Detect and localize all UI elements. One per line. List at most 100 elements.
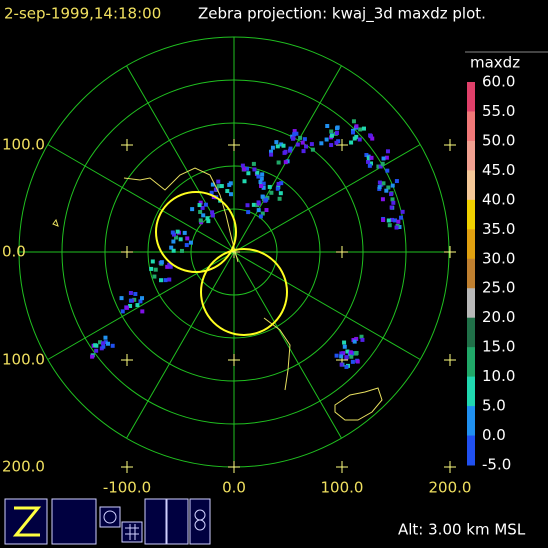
kwaj-icon[interactable]	[51, 498, 97, 545]
echo-pixel	[368, 161, 373, 166]
echo-pixel	[400, 209, 405, 214]
echo-pixel	[370, 136, 375, 141]
echo-pixel	[357, 137, 362, 142]
echo-pixel	[394, 225, 399, 230]
echo-pixel	[256, 208, 261, 213]
echo-pixel	[246, 210, 251, 215]
plus-marker	[121, 246, 133, 258]
echo-pixel	[182, 230, 187, 235]
echo-pixel	[246, 171, 251, 176]
echo-pixel	[352, 339, 357, 344]
echo-pixel	[167, 277, 172, 282]
grid-icon[interactable]	[121, 521, 143, 543]
echo-pixel	[389, 192, 394, 197]
map-icon[interactable]	[144, 498, 167, 545]
us-map-icon[interactable]	[166, 498, 189, 545]
echo-pixel	[120, 309, 125, 314]
plus-marker	[121, 139, 133, 151]
zebra-logo	[12, 506, 42, 537]
echo-pixel	[366, 156, 371, 161]
echo-pixel	[396, 219, 401, 224]
echo-pixel	[385, 168, 390, 173]
plus-marker	[444, 461, 456, 473]
echo-pixel	[359, 334, 364, 339]
plus-marker	[228, 461, 240, 473]
colorbar-label: 10.0	[482, 367, 515, 385]
echo-pixel	[206, 219, 211, 224]
color-swatch	[467, 376, 475, 407]
echo-pixel	[381, 181, 386, 186]
echo-pixel	[94, 348, 99, 353]
echo-pixel	[185, 236, 190, 241]
echo-pixel	[150, 259, 155, 264]
color-swatch	[467, 199, 475, 230]
echo-pixel	[258, 179, 263, 184]
echo-pixel	[270, 145, 275, 150]
echo-pixel	[172, 232, 177, 237]
color-swatch	[467, 288, 475, 319]
coastline	[123, 167, 239, 263]
echo-pixel	[216, 184, 221, 189]
echo-pixel	[93, 343, 98, 348]
echo-pixel	[240, 163, 245, 168]
colorbar: 60.0 55.0 50.0 45.0 40.0 35.0 30.0 25.0 20.0 15.0…	[467, 73, 515, 474]
echo-pixel	[349, 140, 354, 145]
echo-pixel	[279, 142, 284, 147]
echo-pixel	[350, 359, 355, 364]
echo-pixel	[159, 278, 164, 283]
echo-pixel	[334, 353, 339, 358]
echo-pixel	[179, 248, 184, 253]
echo-pixel	[190, 207, 195, 212]
echo-pixel	[261, 181, 266, 186]
colorbar-label: 60.0	[482, 73, 515, 91]
echo-pixel	[256, 200, 261, 205]
echo-pixel	[205, 216, 210, 221]
echo-pixel	[354, 134, 359, 139]
echo-pixel	[276, 181, 281, 186]
echo-pixel	[133, 291, 138, 296]
altitude: Alt: 3.00 km MSL	[398, 521, 526, 539]
echo-pixel	[279, 181, 284, 186]
echo-pixel	[198, 200, 203, 205]
color-swatch	[467, 347, 475, 378]
echo-pixel	[203, 202, 208, 207]
colorbar-label: -5.0	[482, 456, 511, 474]
plus-marker	[444, 354, 456, 366]
color-swatch	[467, 140, 475, 171]
echo-pixel	[168, 264, 173, 269]
echo-pixel	[386, 185, 391, 190]
echo-pixel	[276, 160, 281, 165]
echo-pixel	[106, 341, 111, 346]
echo-pixel	[275, 144, 280, 149]
echo-pixel	[380, 161, 385, 166]
echo-pixel	[391, 200, 396, 205]
color-swatch	[467, 406, 475, 437]
overlay-icon[interactable]	[189, 498, 211, 545]
x-axis-label: 200.0	[429, 479, 472, 497]
color-swatch	[467, 435, 475, 466]
color-swatch	[467, 82, 475, 112]
echo-pixel	[334, 131, 339, 136]
colorbar-label: 45.0	[482, 161, 515, 179]
x-axis-label: 100.0	[321, 479, 364, 497]
echo-pixel	[394, 179, 399, 184]
y-axis-label: 100.0	[2, 136, 45, 154]
echo-pixel	[178, 237, 183, 242]
echo-pixel	[384, 155, 389, 160]
echo-pixel	[344, 364, 349, 369]
echo-pixel	[197, 203, 202, 208]
radar-icon[interactable]	[99, 506, 121, 528]
echo-pixel	[376, 164, 381, 169]
coastline	[263, 317, 291, 391]
echo-pixel	[351, 119, 356, 124]
echo-pixel	[128, 298, 133, 303]
echo-pixel	[124, 305, 129, 310]
echo-pixel	[325, 124, 330, 129]
echo-pixel	[381, 156, 386, 161]
coastlines	[52, 167, 383, 421]
y-axis-label: 200.0	[2, 458, 45, 476]
echo-pixel	[171, 248, 176, 253]
plus-marker	[444, 139, 456, 151]
echo-pixel	[278, 191, 283, 196]
